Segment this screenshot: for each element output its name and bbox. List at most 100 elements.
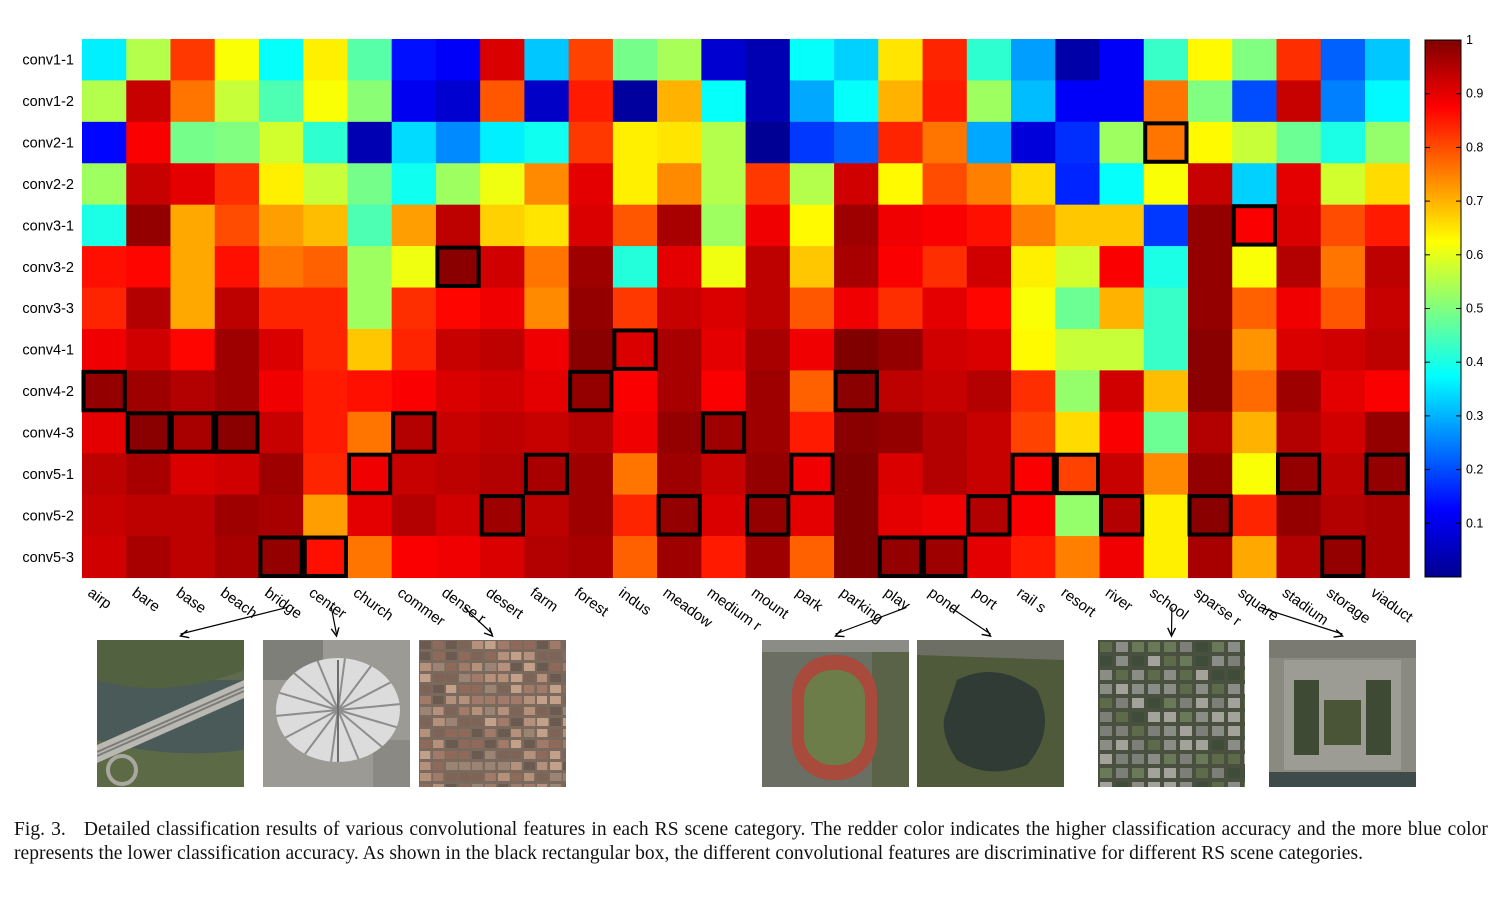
colorbar-tick-label: 0.3 [1466, 409, 1483, 423]
cell-conv3-1-medium-r [701, 204, 747, 247]
arrow-pond [950, 606, 992, 637]
cell-conv5-3-stadium [1276, 536, 1322, 579]
cell-conv5-1-center [303, 453, 349, 496]
cell-conv5-3-mount [745, 536, 791, 579]
cell-conv5-2-airp [82, 494, 127, 537]
cell-conv3-1-river [1099, 204, 1145, 247]
cell-conv1-2-resort [1055, 80, 1101, 123]
highlight-boxes [81, 121, 1410, 578]
cell-conv5-3-forest [568, 536, 614, 579]
row-labels: conv1-1 conv1-2 conv2-1 conv2-2 conv3-1 conv3… [22, 53, 74, 566]
cell-conv4-2-beach [214, 370, 260, 413]
thumb-bridge [97, 640, 244, 787]
heatmap-chart: conv1-1 conv1-2 conv2-1 conv2-2 conv3-1 conv3… [22, 33, 1483, 639]
cell-conv4-2-airp [82, 370, 127, 413]
cell-conv3-2-sparse-r [1188, 246, 1233, 289]
cell-conv5-2-stadium [1276, 494, 1322, 537]
cell-conv2-2-bridge [258, 163, 304, 206]
cell-conv3-3-indus [612, 287, 658, 330]
thumb-center [263, 640, 410, 787]
highlight-box [1364, 452, 1410, 496]
cell-conv5-3-parking [834, 536, 879, 579]
cell-conv5-2-viaduct [1364, 494, 1410, 537]
column-label: viaduct [1367, 584, 1416, 626]
cell-conv4-1-medium-r [701, 328, 747, 371]
cell-conv1-2-farm [524, 80, 570, 123]
cell-conv2-2-park [789, 163, 835, 206]
cell-conv4-2-square [1232, 370, 1278, 413]
cell-conv5-2-church [347, 494, 393, 537]
cell-conv5-1-pond [922, 453, 968, 496]
cell-conv4-2-commer [391, 370, 437, 413]
cell-conv2-1-sparse-r [1188, 121, 1233, 164]
thumb-play [762, 640, 909, 787]
highlight-box [1320, 535, 1366, 578]
cell-conv1-2-square [1232, 80, 1278, 123]
cell-conv3-2-center [303, 246, 349, 289]
cell-conv1-1-storage [1320, 39, 1366, 82]
cell-conv4-1-dense-r [435, 328, 481, 371]
cell-conv5-2-center [303, 494, 349, 537]
column-labels: airp bare base beach bridge center churchcomme… [84, 584, 1416, 634]
cell-conv4-3-stadium [1276, 411, 1322, 454]
cell-conv5-2-indus [612, 494, 658, 537]
column-label: indus [615, 584, 654, 619]
cell-conv1-2-pond [922, 80, 968, 123]
cell-conv1-1-school [1143, 39, 1189, 82]
cell-conv4-1-base [170, 328, 216, 371]
cell-conv1-1-sparse-r [1188, 39, 1233, 82]
cell-conv2-2-church [347, 163, 393, 206]
row-label: conv3-2 [22, 260, 74, 276]
cell-conv3-1-rail-s [1011, 204, 1056, 247]
row-label: conv4-1 [22, 343, 74, 359]
arrow-school [1167, 607, 1177, 638]
cell-conv5-1-church [347, 453, 393, 496]
colorbar-tick-label: 0.2 [1466, 463, 1483, 477]
highlight-box [258, 535, 304, 578]
cell-conv2-2-forest [568, 163, 614, 206]
cell-conv5-2-dense-r [435, 494, 481, 537]
cell-conv3-1-port [966, 204, 1012, 247]
cell-conv2-2-resort [1055, 163, 1101, 206]
cell-conv5-3-storage [1320, 536, 1366, 579]
row-label: conv2-2 [22, 177, 74, 193]
cell-conv3-3-dense-r [435, 287, 481, 330]
cell-conv4-3-dense-r [435, 411, 481, 454]
cell-conv2-1-beach [214, 121, 260, 164]
cell-conv2-2-port [966, 163, 1012, 206]
cell-conv5-1-parking [834, 453, 879, 496]
cell-conv1-2-medium-r [701, 80, 747, 123]
cell-conv3-1-bridge [258, 204, 304, 247]
cell-conv5-2-play [878, 494, 924, 537]
highlight-box [435, 245, 481, 289]
cell-conv5-1-beach [214, 453, 260, 496]
figure-caption: Fig. 3. Detailed classification results o… [14, 818, 1488, 866]
cell-conv4-3-desert [480, 411, 525, 454]
cell-conv5-1-stadium [1276, 453, 1322, 496]
cell-conv4-2-resort [1055, 370, 1101, 413]
cell-conv5-2-rail-s [1011, 494, 1056, 537]
cell-conv1-2-forest [568, 80, 614, 123]
cell-conv3-3-resort [1055, 287, 1101, 330]
cell-conv2-2-desert [480, 163, 525, 206]
cell-conv1-1-bridge [258, 39, 304, 82]
cell-conv5-1-indus [612, 453, 658, 496]
cell-conv2-2-center [303, 163, 349, 206]
highlight-box [745, 494, 791, 537]
cell-conv5-2-sparse-r [1188, 494, 1233, 537]
cell-conv4-3-church [347, 411, 393, 454]
highlight-box [1099, 494, 1145, 537]
cell-conv4-1-church [347, 328, 393, 371]
cell-conv3-2-beach [214, 246, 260, 289]
cell-conv1-1-desert [480, 39, 525, 82]
cell-conv2-1-airp [82, 121, 127, 164]
cell-conv3-1-base [170, 204, 216, 247]
thumb-square [1269, 640, 1416, 787]
column-label: center [306, 584, 350, 622]
cell-conv2-1-medium-r [701, 121, 747, 164]
cell-conv1-1-mount [745, 39, 791, 82]
cell-conv5-1-airp [82, 453, 127, 496]
cell-conv3-1-desert [480, 204, 525, 247]
highlight-box [789, 452, 835, 496]
colorbar-tick-label: 0.8 [1466, 140, 1483, 154]
